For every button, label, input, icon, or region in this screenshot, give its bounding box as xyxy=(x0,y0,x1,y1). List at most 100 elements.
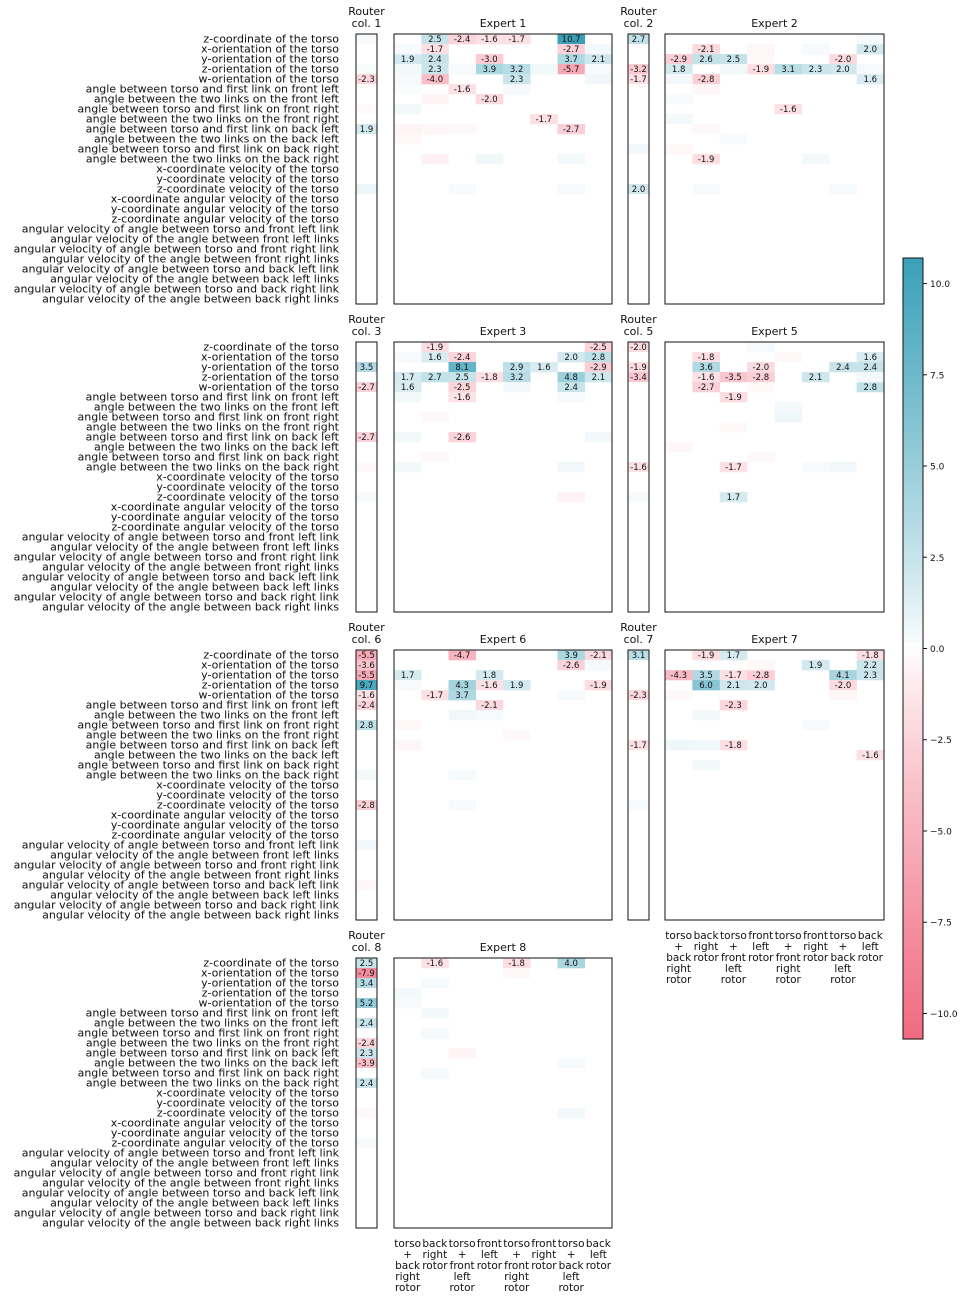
row-label: angle between the two links on the front… xyxy=(86,1037,340,1050)
expert-cell xyxy=(584,650,613,661)
row-label: z-coordinate of the torso xyxy=(203,957,339,970)
colorbar-segment xyxy=(903,713,923,721)
column-label: torso xyxy=(775,930,802,942)
expert-heatmap: -1.9 -2.5 1.6 -2.4 2.0 2.8 8.1 2.9 1.6 -2.9 1.7 2.7… xyxy=(393,341,613,613)
router-cell-label: 2.4 xyxy=(360,1079,374,1089)
colorbar-segment xyxy=(903,420,923,428)
expert-cell-label: -1.8 xyxy=(698,353,715,363)
router-cell xyxy=(356,968,377,978)
column-label: rotor xyxy=(504,1282,530,1294)
expert-cell xyxy=(448,352,477,363)
expert-cell-label: 2.1 xyxy=(592,55,606,65)
router-cell xyxy=(356,870,377,880)
row-label: angular velocity of angle between torso … xyxy=(22,839,340,852)
router-cell xyxy=(628,402,649,412)
router-cell xyxy=(628,204,649,214)
colorbar-segment xyxy=(903,641,923,650)
column-label: left xyxy=(862,941,879,953)
router-cell xyxy=(628,502,649,512)
colorbar-segment xyxy=(903,655,923,663)
column-label: rotor xyxy=(395,1282,421,1294)
column-label: rotor xyxy=(858,952,884,964)
router-cell xyxy=(356,582,377,592)
expert-cell xyxy=(719,422,748,433)
expert-cell-label: 2.5 xyxy=(727,55,741,65)
expert-cell xyxy=(665,114,693,125)
expert-cell-label: -1.7 xyxy=(508,35,525,45)
router-cell-label: -2.3 xyxy=(630,691,647,701)
expert-cell xyxy=(856,650,885,661)
expert-cell-label: -1.6 xyxy=(481,35,498,45)
router-frame xyxy=(355,649,378,921)
expert-cell-label: -1.9 xyxy=(725,393,742,403)
router-cell xyxy=(356,1108,377,1118)
expert-cell xyxy=(421,352,449,363)
colorbar-segment xyxy=(903,628,923,637)
row-label: angular velocity of angle between torso … xyxy=(22,1187,340,1200)
colorbar-segment xyxy=(903,954,923,962)
expert-cell-label: 10.7 xyxy=(562,35,581,45)
column-label: torso xyxy=(558,1238,585,1250)
column-label: right xyxy=(803,941,828,953)
expert-cell xyxy=(421,958,449,969)
router-cell xyxy=(356,44,377,54)
router-cell xyxy=(628,294,649,304)
row-label: angular velocity of angle between torso … xyxy=(22,879,340,892)
router-cell xyxy=(628,124,649,134)
router-cell xyxy=(356,910,377,920)
router-cell xyxy=(356,54,377,64)
row-label: angle between the two links on the back … xyxy=(94,1057,340,1070)
row-label: y-coordinate angular velocity of the tor… xyxy=(111,203,339,216)
expert-cell xyxy=(584,54,613,65)
row-label: angle between the two links on the back … xyxy=(94,133,340,146)
colorbar-segment xyxy=(903,446,923,454)
colorbar-segment xyxy=(903,329,923,337)
expert-cell-label: -1.8 xyxy=(725,741,742,751)
expert-cell xyxy=(394,392,422,403)
router-cell xyxy=(356,254,377,264)
expert-heatmap: -1.9 1.7 -1.8 1.9 2.2 -4.3 3.5 -1.7 -2.8 4.1 2.3 6.… xyxy=(664,649,885,921)
expert-cell-label: 1.6 xyxy=(864,75,878,85)
expert-cell-label: 2.4 xyxy=(864,363,878,373)
row-label: angle between torso and first link on ba… xyxy=(78,451,340,464)
router-cell xyxy=(356,720,377,730)
expert-cell xyxy=(584,342,613,353)
expert-cell xyxy=(557,64,586,75)
column-label: back xyxy=(395,1260,421,1272)
router-cell xyxy=(356,342,377,352)
expert-cell xyxy=(503,74,531,85)
row-label: angular velocity of the angle between fr… xyxy=(42,869,339,882)
expert-cell xyxy=(719,462,748,473)
colorbar-segment xyxy=(903,303,923,311)
expert-cell xyxy=(584,432,613,443)
router-cell xyxy=(356,880,377,890)
router-cell xyxy=(356,432,377,442)
colorbar-segment xyxy=(903,563,923,571)
expert-title: Expert 6 xyxy=(480,633,527,646)
column-labels-expert-7: torso+backrightrotorbackrightrotortorso+… xyxy=(665,930,883,986)
router-frame xyxy=(627,649,650,921)
router-cell-label: -2.4 xyxy=(358,1039,375,1049)
colorbar-segment xyxy=(903,544,923,552)
row-label: z-orientation of the torso xyxy=(202,63,340,76)
row-label: angle between torso and first link on ba… xyxy=(78,143,340,156)
colorbar-segment xyxy=(903,804,923,812)
router-title: Router xyxy=(348,5,385,18)
router-cell xyxy=(356,204,377,214)
expert-cell xyxy=(475,372,504,383)
expert-cell xyxy=(394,372,422,383)
expert-cell-label: 2.0 xyxy=(836,65,850,75)
expert-cell-label: 1.8 xyxy=(483,671,497,681)
row-label: angular velocity of the angle between fr… xyxy=(50,849,339,862)
row-label: angle between torso and first link on ba… xyxy=(86,1047,340,1060)
row-label: x-coordinate velocity of the torso xyxy=(156,471,339,484)
router-cell xyxy=(628,284,649,294)
row-label: angular velocity of the angle between fr… xyxy=(42,1177,339,1190)
expert-cell-label: 3.1 xyxy=(781,65,795,75)
column-label: right xyxy=(423,1249,448,1261)
row-label: angle between the two links on the back … xyxy=(94,441,340,454)
row-label: angle between torso and first link on fr… xyxy=(78,103,340,116)
expert-frame xyxy=(664,649,885,921)
expert-cell xyxy=(557,958,586,969)
colorbar-segment xyxy=(903,316,923,324)
